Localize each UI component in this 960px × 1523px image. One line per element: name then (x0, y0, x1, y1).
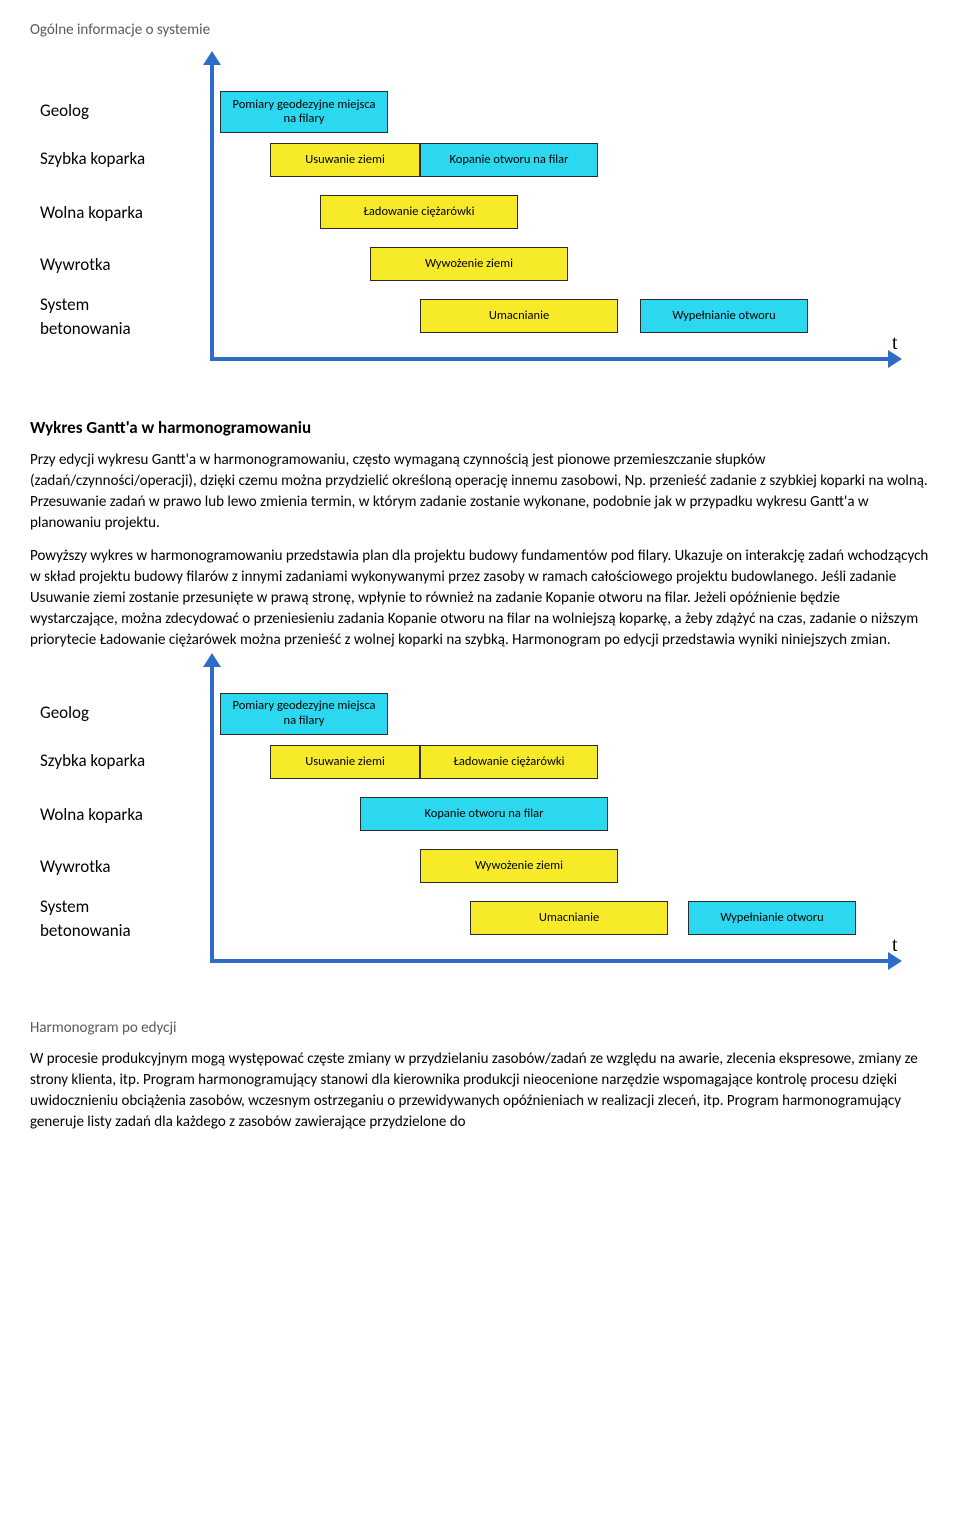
gantt-bar: Pomiary geodezyjne miejsca na filary (220, 693, 388, 735)
row-label: Wywrotka (40, 253, 205, 277)
gantt-bar: Usuwanie ziemi (270, 745, 420, 779)
gantt-bar: Wypełnianie otworu (640, 299, 808, 333)
gantt-chart-1: t Geolog Szybka koparka Wolna koparka Wywrot… (40, 61, 920, 391)
gantt-bar: Pomiary geodezyjne miejsca na filary (220, 91, 388, 133)
gantt-bar: Kopanie otworu na filar (420, 143, 598, 177)
row-label: Systembetonowania (40, 293, 205, 341)
axis-x (210, 357, 890, 361)
row-label: Szybka koparka (40, 147, 205, 171)
row-label: Geolog (40, 701, 205, 725)
gantt-bar: Wywożenie ziemi (370, 247, 568, 281)
figure-caption-2: Harmonogram po edycji (30, 1018, 930, 1039)
axis-y (210, 663, 214, 963)
arrow-up-icon (203, 51, 221, 65)
gantt-bar: Ładowanie ciężarówki (420, 745, 598, 779)
gantt-bar: Umacnianie (420, 299, 618, 333)
row-label: Geolog (40, 99, 205, 123)
gantt-bar: Wypełnianie otworu (688, 901, 856, 935)
row-label: Wolna koparka (40, 803, 205, 827)
paragraph-3: W procesie produkcyjnym mogą występować … (30, 1049, 930, 1133)
gantt-bar: Umacnianie (470, 901, 668, 935)
row-label: Szybka koparka (40, 749, 205, 773)
axis-t-label: t (892, 329, 898, 357)
gantt-bar: Kopanie otworu na filar (360, 797, 608, 831)
paragraph-2: Powyższy wykres w harmonogramowaniu prze… (30, 546, 930, 651)
section-title-1: Wykres Gantt'a w harmonogramowaniu (30, 416, 930, 440)
row-label: Systembetonowania (40, 895, 205, 943)
axis-y (210, 61, 214, 361)
axis-t-label: t (892, 931, 898, 959)
row-label: Wolna koparka (40, 201, 205, 225)
gantt-chart-2: t Geolog Szybka koparka Wolna koparka Wywrot… (40, 663, 920, 993)
page-header-label: Ogólne informacje o systemie (30, 20, 930, 41)
row-label: Wywrotka (40, 855, 205, 879)
axis-x (210, 959, 890, 963)
gantt-bar: Usuwanie ziemi (270, 143, 420, 177)
gantt-bar: Ładowanie ciężarówki (320, 195, 518, 229)
arrow-up-icon (203, 653, 221, 667)
paragraph-1: Przy edycji wykresu Gantt'a w harmonogra… (30, 450, 930, 534)
gantt-bar: Wywożenie ziemi (420, 849, 618, 883)
